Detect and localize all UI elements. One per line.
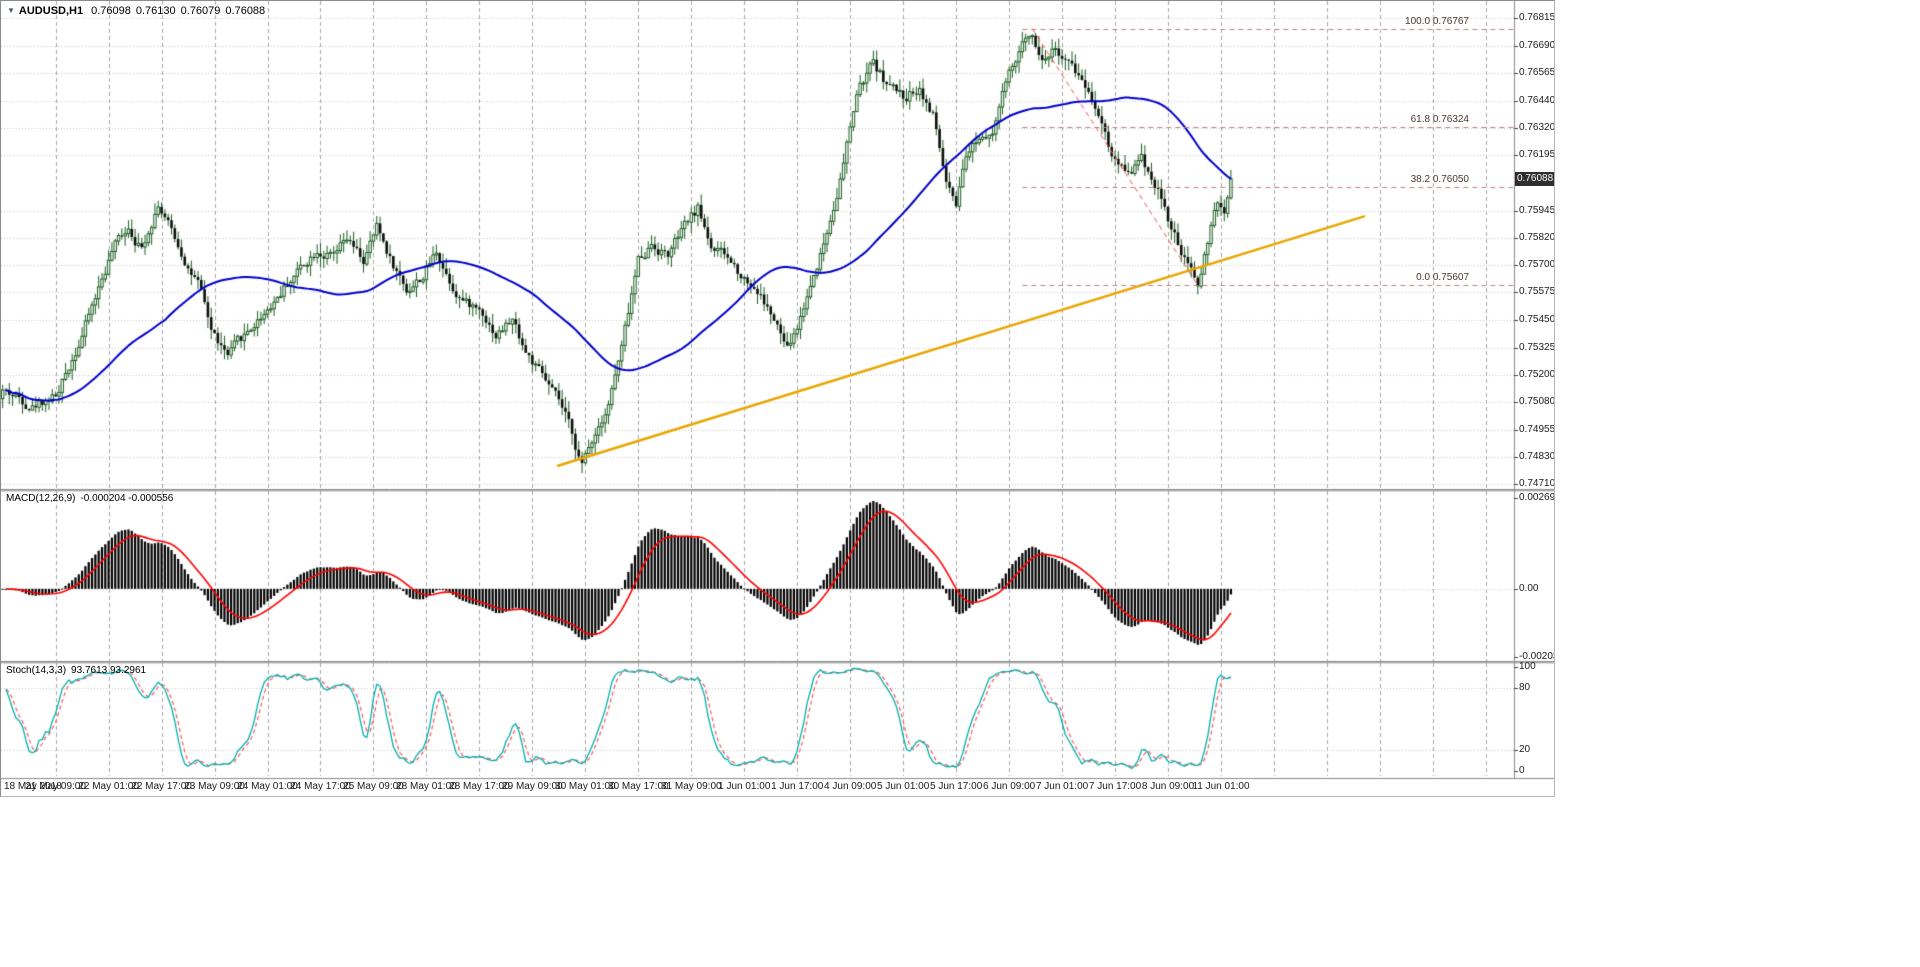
price-tick-label: 0.75200 bbox=[1519, 369, 1555, 381]
symbol-marker-icon[interactable]: ▼ bbox=[7, 6, 15, 15]
time-tick-label: 23 May 09:00 bbox=[184, 781, 245, 792]
time-tick-label: 21 May 09:00 bbox=[25, 781, 86, 792]
low-value: 0.76079 bbox=[180, 5, 221, 17]
time-tick-label: 11 Jun 01:00 bbox=[1192, 781, 1250, 792]
time-tick-label: 7 Jun 17:00 bbox=[1088, 781, 1142, 792]
price-tick-label: 0.76690 bbox=[1519, 39, 1555, 51]
time-tick-label: 5 Jun 17:00 bbox=[930, 781, 983, 792]
chart-canvas[interactable] bbox=[1, 1, 1554, 796]
fib-level-label: 100.0 0.76767 bbox=[1405, 15, 1469, 27]
time-tick-label: 7 Jun 01:00 bbox=[1035, 781, 1089, 792]
time-tick-label: 4 Jun 09:00 bbox=[824, 781, 877, 792]
price-tick-label: 0.74955 bbox=[1519, 423, 1555, 435]
stoch-tick-label: 20 bbox=[1519, 744, 1531, 756]
macd-tick-label: 0.002692 bbox=[1519, 492, 1555, 504]
stoch-indicator-label: Stoch(14,3,3) 93.7613 93.2961 bbox=[6, 665, 146, 676]
close-value: 0.76088 bbox=[225, 5, 266, 17]
fib-level-label: 61.8 0.76324 bbox=[1410, 113, 1469, 125]
macd-tick-label: 0.00 bbox=[1519, 582, 1539, 594]
macd-indicator-values: -0.000204 -0.000556 bbox=[80, 493, 174, 504]
current-price-badge: 0.76088 bbox=[1515, 171, 1554, 186]
time-tick-label: 5 Jun 01:00 bbox=[877, 781, 930, 792]
fib-level-label: 0.0 0.75607 bbox=[1416, 272, 1469, 284]
price-tick-label: 0.75450 bbox=[1519, 314, 1555, 326]
stoch-tick-label: 100 bbox=[1519, 661, 1536, 672]
time-tick-label: 28 May 01:00 bbox=[396, 781, 457, 792]
price-tick-label: 0.74710 bbox=[1519, 477, 1555, 489]
price-tick-label: 0.76815 bbox=[1519, 12, 1555, 24]
price-tick-label: 0.75945 bbox=[1519, 204, 1555, 216]
macd-indicator-name: MACD(12,26,9) bbox=[6, 493, 76, 504]
price-tick-label: 0.76565 bbox=[1519, 67, 1555, 79]
stoch-tick-label: 80 bbox=[1519, 681, 1531, 693]
time-tick-label: 1 Jun 01:00 bbox=[718, 781, 771, 792]
time-tick-label: 18 May 2018 bbox=[4, 781, 62, 792]
price-tick-label: 0.76320 bbox=[1519, 121, 1555, 133]
price-tick-label: 0.75700 bbox=[1519, 258, 1555, 270]
time-tick-label: 6 Jun 09:00 bbox=[982, 781, 1036, 792]
price-tick-label: 0.74830 bbox=[1519, 451, 1555, 463]
symbol-period-label: AUDUSD,H1 bbox=[18, 5, 84, 17]
fib-level-label: 38.2 0.76050 bbox=[1410, 174, 1469, 186]
price-tick-label: 0.76440 bbox=[1519, 95, 1555, 107]
high-value: 0.76130 bbox=[135, 5, 176, 17]
time-tick-label: 30 May 01:00 bbox=[555, 781, 616, 792]
time-tick-label: 8 Jun 09:00 bbox=[1141, 781, 1195, 792]
time-tick-label: 31 May 09:00 bbox=[660, 781, 722, 792]
time-tick-label: 22 May 17:00 bbox=[131, 781, 192, 792]
price-tick-label: 0.75575 bbox=[1519, 286, 1555, 298]
time-tick-label: 30 May 17:00 bbox=[608, 781, 669, 792]
time-tick-label: 1 Jun 17:00 bbox=[771, 781, 824, 792]
stoch-tick-label: 0 bbox=[1519, 765, 1525, 776]
price-tick-label: 0.75080 bbox=[1519, 396, 1555, 408]
time-tick-label: 24 May 01:00 bbox=[237, 781, 298, 792]
stoch-indicator-name: Stoch(14,3,3) bbox=[6, 665, 67, 676]
price-tick-label: 0.75820 bbox=[1519, 232, 1555, 244]
time-tick-label: 22 May 01:00 bbox=[78, 781, 139, 792]
time-tick-label: 29 May 09:00 bbox=[502, 781, 563, 792]
macd-indicator-label: MACD(12,26,9) -0.000204 -0.000556 bbox=[6, 493, 173, 504]
time-tick-label: 24 May 17:00 bbox=[290, 781, 351, 792]
macd-tick-label: -0.002030 bbox=[1519, 651, 1554, 663]
time-tick-label: 25 May 09:00 bbox=[343, 781, 404, 792]
stoch-indicator-values: 93.7613 93.2961 bbox=[71, 665, 147, 676]
price-tick-label: 0.75325 bbox=[1519, 341, 1555, 353]
chart-title: ▼ AUDUSD,H1 0.76098 0.76130 0.76079 0.76088 bbox=[7, 5, 270, 17]
open-value: 0.76098 bbox=[91, 5, 131, 17]
price-tick-label: 0.76195 bbox=[1519, 149, 1555, 161]
time-tick-label: 28 May 17:00 bbox=[449, 781, 510, 792]
chart-window: ▼ AUDUSD,H1 0.76098 0.76130 0.76079 0.76088 M… bbox=[0, 0, 1555, 797]
